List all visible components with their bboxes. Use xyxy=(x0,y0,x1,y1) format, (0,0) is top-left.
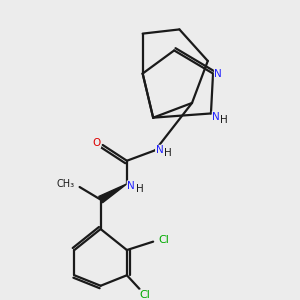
Polygon shape xyxy=(99,184,127,203)
Text: Cl: Cl xyxy=(139,290,150,300)
Text: H: H xyxy=(220,115,227,125)
Text: O: O xyxy=(92,138,101,148)
Text: N: N xyxy=(127,181,135,191)
Text: CH₃: CH₃ xyxy=(56,179,74,189)
Text: N: N xyxy=(156,145,163,155)
Text: H: H xyxy=(136,184,143,194)
Text: N: N xyxy=(214,68,222,79)
Text: Cl: Cl xyxy=(158,235,169,244)
Text: N: N xyxy=(212,112,220,122)
Text: H: H xyxy=(164,148,172,158)
